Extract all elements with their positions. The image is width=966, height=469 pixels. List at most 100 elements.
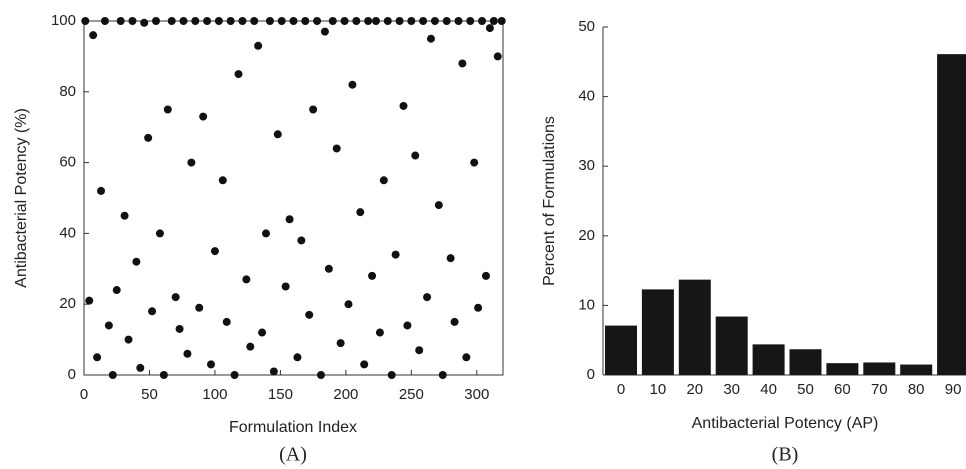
point — [446, 254, 455, 263]
point — [407, 17, 416, 25]
point — [112, 286, 121, 295]
plot-frame — [83, 20, 504, 376]
point — [183, 349, 192, 358]
point — [100, 17, 109, 25]
point — [470, 158, 479, 167]
y-axis-label: Percent of Formulations — [541, 116, 558, 286]
point — [344, 300, 353, 309]
x-tick-label: 60 — [834, 381, 851, 398]
point — [81, 17, 90, 25]
point — [214, 17, 223, 25]
x-tick-label: 80 — [908, 381, 925, 398]
x-tick-label: 90 — [945, 381, 962, 398]
point — [155, 229, 164, 238]
point — [159, 371, 168, 379]
y-tick-label: 80 — [59, 83, 76, 100]
point — [199, 112, 208, 121]
x-tick-label: 0 — [617, 381, 625, 398]
point — [163, 105, 172, 114]
point — [493, 52, 502, 61]
point — [222, 317, 231, 326]
bar — [937, 54, 966, 375]
point — [430, 17, 439, 25]
bar — [678, 279, 711, 375]
point — [387, 371, 396, 379]
point — [442, 17, 451, 25]
bar — [605, 325, 637, 375]
point — [89, 31, 98, 40]
point — [258, 328, 267, 337]
point — [148, 307, 157, 316]
point — [328, 17, 337, 25]
y-tick-label: 10 — [578, 296, 595, 313]
point — [250, 17, 259, 25]
point — [438, 371, 447, 379]
point — [140, 18, 149, 27]
point — [340, 17, 349, 25]
point — [179, 17, 188, 25]
point — [462, 353, 471, 362]
point — [144, 133, 153, 142]
point — [454, 17, 463, 25]
bar — [826, 363, 859, 375]
x-axis-label: Formulation Index — [229, 419, 357, 436]
point — [485, 24, 494, 33]
point — [265, 17, 274, 25]
point — [207, 360, 216, 369]
x-tick-label: 0 — [80, 386, 88, 403]
point — [187, 158, 196, 167]
point — [262, 229, 271, 238]
point — [175, 324, 184, 333]
point — [395, 17, 404, 25]
bar — [863, 362, 896, 375]
point — [458, 59, 467, 68]
caption: (B) — [772, 444, 799, 466]
point — [171, 293, 180, 302]
point — [246, 342, 255, 351]
point — [399, 101, 408, 110]
y-tick-label: 30 — [578, 157, 595, 174]
y-tick-label: 60 — [59, 154, 76, 171]
point — [305, 310, 314, 319]
point — [191, 17, 200, 25]
x-tick-label: 20 — [686, 381, 703, 398]
point — [124, 335, 133, 344]
y-tick-label: 0 — [68, 366, 76, 383]
point — [285, 215, 294, 224]
point — [104, 321, 113, 330]
bar — [789, 349, 822, 375]
y-tick-label: 50 — [578, 18, 595, 35]
y-tick-label: 40 — [578, 88, 595, 105]
point — [97, 186, 106, 195]
point — [309, 105, 318, 114]
point — [474, 303, 483, 312]
point — [403, 321, 412, 330]
x-tick-label: 200 — [333, 386, 358, 403]
point — [497, 17, 506, 25]
y-tick-label: 20 — [578, 227, 595, 244]
y-tick-label: 40 — [59, 224, 76, 241]
point — [167, 17, 176, 25]
point — [352, 17, 361, 25]
point — [93, 353, 102, 362]
point — [434, 201, 443, 210]
x-tick-label: 300 — [464, 386, 489, 403]
x-tick-label: 250 — [399, 386, 424, 403]
point — [85, 296, 94, 305]
point — [108, 371, 117, 379]
point — [316, 371, 325, 379]
point — [478, 17, 487, 25]
point — [289, 17, 298, 25]
point — [371, 17, 380, 25]
bar — [715, 316, 748, 375]
y-axis-label: Antibacterial Potency (%) — [13, 108, 30, 288]
point — [332, 144, 341, 153]
point — [415, 346, 424, 355]
point — [379, 176, 388, 185]
point — [293, 353, 302, 362]
bar — [900, 364, 933, 375]
point — [281, 282, 290, 291]
point — [128, 17, 137, 25]
y-tick-label: 0 — [587, 366, 595, 383]
